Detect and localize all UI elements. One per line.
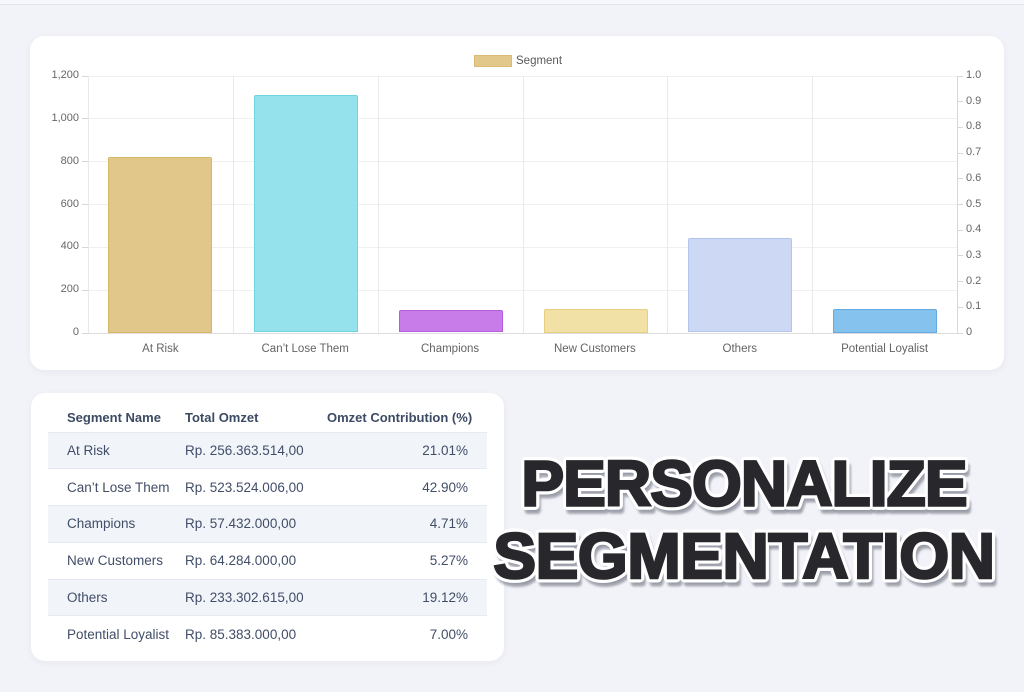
svg-text:SEGMENTATION: SEGMENTATION	[493, 520, 994, 592]
svg-text:PERSONALIZE: PERSONALIZE	[521, 448, 966, 520]
svg-text:SEGMENTATION: SEGMENTATION	[496, 525, 997, 597]
svg-text:PERSONALIZE: PERSONALIZE	[524, 453, 969, 525]
svg-text:SEGMENTATION: SEGMENTATION	[493, 520, 994, 592]
svg-text:PERSONALIZE: PERSONALIZE	[521, 448, 966, 520]
